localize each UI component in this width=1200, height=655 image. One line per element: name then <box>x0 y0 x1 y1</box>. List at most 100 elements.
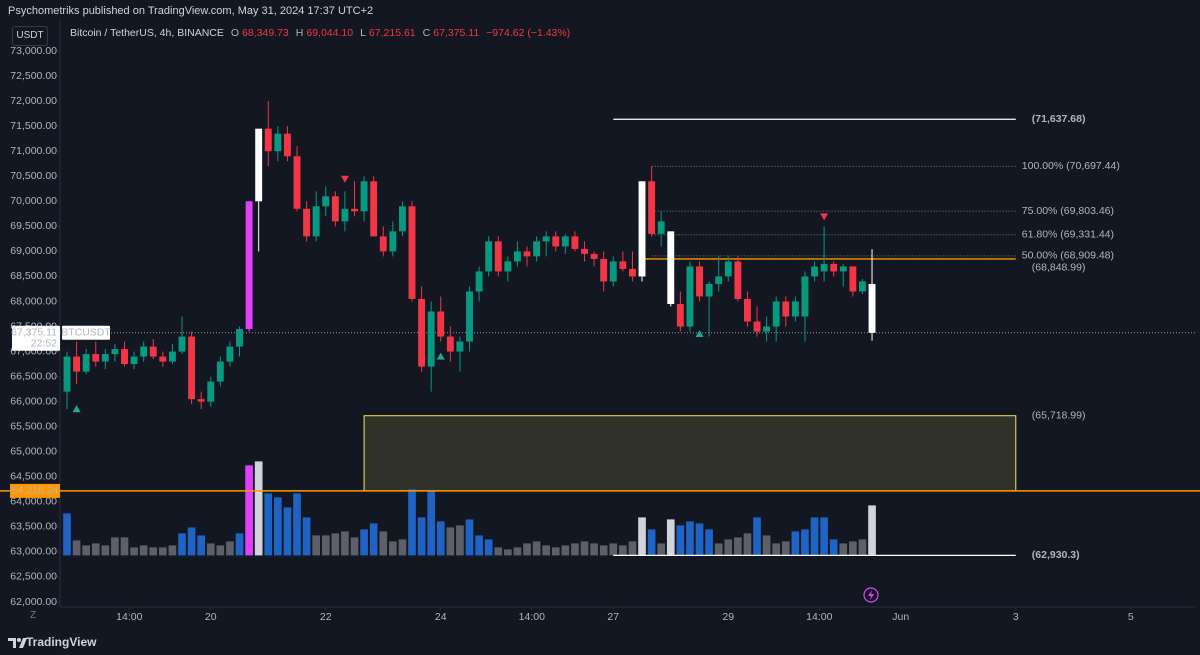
y-tick-label: 69,500.00 <box>10 220 57 232</box>
symbol: Bitcoin / TetherUS, 4h, BINANCE <box>70 27 224 39</box>
volume-bar <box>580 541 589 556</box>
candle-body <box>427 311 435 367</box>
replay-icon[interactable] <box>863 587 879 603</box>
volume-bar <box>158 547 167 556</box>
volume-bar <box>647 529 656 556</box>
alert-badge-label: 64,218.24 <box>12 485 59 497</box>
candle-body <box>561 236 569 247</box>
level-label: 75.00% (69,803.46) <box>1022 205 1114 217</box>
volume-bar <box>849 541 857 556</box>
zone-box <box>363 415 1017 492</box>
volume-bar <box>513 547 522 556</box>
y-tick-label: 68,500.00 <box>10 270 57 282</box>
y-tick-label: 64,500.00 <box>10 471 57 483</box>
x-tick-label: 22 <box>320 611 332 623</box>
volume-bar <box>379 531 388 556</box>
volume-bar <box>705 529 713 556</box>
volume-bar <box>820 517 828 556</box>
y-tick-label: 72,000.00 <box>10 95 57 107</box>
candle-body <box>216 361 224 382</box>
candle-body <box>638 181 646 277</box>
volume-bar <box>599 545 608 556</box>
candle-body <box>111 349 119 355</box>
ohlc-key: C <box>422 27 431 39</box>
y-tick-label: 68,000.00 <box>10 295 57 307</box>
volume-bar <box>82 545 90 556</box>
price-badge <box>12 325 60 351</box>
candle-body <box>274 133 282 152</box>
candle-body <box>542 236 550 242</box>
y-tick-label: 72,500.00 <box>10 70 57 82</box>
volume-bar <box>350 537 359 556</box>
volume-bar <box>216 545 225 556</box>
candle-body <box>446 336 454 352</box>
candle-body <box>609 261 617 282</box>
candle-body <box>590 253 598 259</box>
y-tick-label: 63,500.00 <box>10 521 57 533</box>
candle-body <box>485 241 493 272</box>
volume-bar <box>523 543 531 556</box>
candle-body <box>466 291 473 342</box>
candle-body <box>360 181 368 212</box>
volume-bar <box>101 545 110 556</box>
volume-bar <box>465 519 474 556</box>
x-tick-label: 29 <box>722 611 734 623</box>
symbol-badge-label: BTCUSDT <box>61 327 111 339</box>
volume-bar <box>206 543 215 556</box>
currency-button[interactable]: USDT <box>12 26 48 46</box>
x-tick-label: 3 <box>1013 611 1019 623</box>
candle-body <box>82 354 90 372</box>
y-tick-label: 69,000.00 <box>10 245 57 257</box>
volume-bar <box>571 543 579 556</box>
volume-bar <box>781 541 790 556</box>
volume-bar <box>676 525 685 556</box>
volume-bar <box>360 529 368 556</box>
candle-body <box>475 271 483 292</box>
ohlc-key: L <box>360 27 366 39</box>
volume-bar <box>178 533 186 556</box>
x-tick-label: 27 <box>607 611 619 623</box>
candle-body <box>552 236 560 247</box>
candle-body <box>734 261 742 299</box>
volume-bar <box>187 527 196 556</box>
signal-marker <box>72 405 81 413</box>
y-tick-label: 73,000.00 <box>10 45 57 57</box>
footer: TradingView <box>0 630 1200 655</box>
candle-body <box>753 321 761 332</box>
candle-body <box>705 283 713 297</box>
y-tick-label: 62,500.00 <box>10 571 57 583</box>
candle-body <box>140 346 148 357</box>
volume-bar <box>504 549 512 556</box>
candle-body <box>676 303 684 327</box>
candle-body <box>523 251 531 257</box>
candle-body <box>456 341 464 352</box>
volume-bar <box>695 523 704 556</box>
candle-body <box>715 276 723 284</box>
y-tick-label: 62,000.00 <box>10 596 57 608</box>
y-tick-label: 65,500.00 <box>10 420 57 432</box>
volume-bar <box>389 541 397 556</box>
candle-body <box>236 329 243 347</box>
volume-bar <box>63 513 71 556</box>
volume-bar <box>417 517 426 556</box>
volume-bar <box>149 547 158 556</box>
volume-bar <box>398 539 407 556</box>
volume-bar <box>494 547 503 556</box>
chart: 62,000.00 62,500.00 63,000.00 63,500.00 64,0… <box>0 20 1200 623</box>
volume-bar <box>283 507 292 556</box>
ohlc-value: 68,349.73 <box>242 27 289 39</box>
volume-bar <box>446 527 455 556</box>
candle-body <box>830 263 838 272</box>
candle-body <box>245 201 253 330</box>
signal-marker <box>436 352 445 360</box>
timezone[interactable]: Z <box>30 610 37 621</box>
volume-bar <box>302 517 311 556</box>
candle-body <box>226 346 234 362</box>
y-tick-label: 66,000.00 <box>10 395 57 407</box>
volume-bar <box>235 533 244 556</box>
y-tick-label: 64,000.00 <box>10 496 57 508</box>
candle-body <box>370 181 378 237</box>
volume-bar <box>628 541 637 556</box>
volume-bar <box>139 545 148 556</box>
